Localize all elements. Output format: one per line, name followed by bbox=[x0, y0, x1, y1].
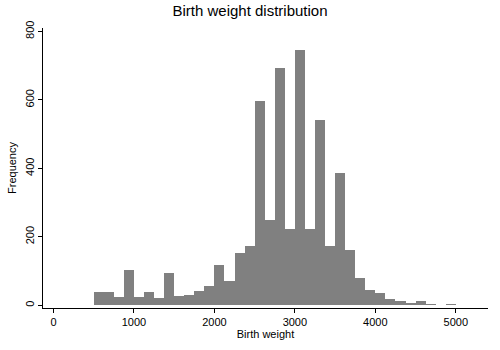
svg-text:600: 600 bbox=[24, 89, 36, 107]
svg-text:400: 400 bbox=[24, 158, 36, 176]
svg-text:Birth weight: Birth weight bbox=[237, 328, 294, 340]
svg-text:0: 0 bbox=[50, 316, 56, 328]
svg-text:200: 200 bbox=[24, 226, 36, 244]
svg-text:Birth weight distribution: Birth weight distribution bbox=[172, 2, 327, 19]
svg-text:1000: 1000 bbox=[122, 316, 146, 328]
svg-text:3000: 3000 bbox=[283, 316, 307, 328]
svg-text:5000: 5000 bbox=[444, 316, 468, 328]
svg-text:800: 800 bbox=[24, 21, 36, 39]
svg-text:4000: 4000 bbox=[363, 316, 387, 328]
svg-text:2000: 2000 bbox=[202, 316, 226, 328]
svg-text:Frequency: Frequency bbox=[6, 142, 18, 194]
svg-text:0: 0 bbox=[24, 301, 36, 307]
